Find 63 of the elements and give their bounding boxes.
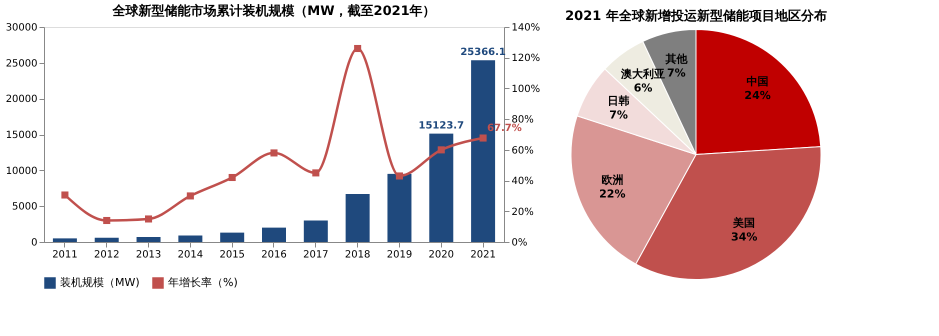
legend-label: 装机规模（MW): [60, 276, 140, 289]
y-tick-label: 20000: [6, 94, 38, 106]
x-tick-label: 2013: [136, 250, 162, 260]
bar: [304, 220, 328, 242]
data-label: 7%: [609, 108, 628, 122]
point: [228, 174, 236, 182]
point: [354, 44, 362, 52]
y2-tick-label: 20%: [512, 206, 534, 218]
x-tick-label: 2018: [344, 250, 370, 260]
point: [103, 216, 110, 224]
data-label: 25366.1: [460, 47, 506, 58]
point: [145, 215, 152, 222]
bar: [346, 194, 370, 242]
slice-label: 美国: [732, 216, 756, 230]
y2-tick-label: 120%: [512, 53, 540, 64]
bar: [220, 232, 244, 242]
bar: [52, 238, 77, 242]
point: [396, 172, 403, 180]
x-tick-label: 2017: [303, 250, 329, 260]
bar: [429, 134, 454, 242]
slice-label: 欧洲: [601, 174, 624, 187]
x-tick-label: 2021: [470, 250, 496, 260]
data-label: 24%: [744, 88, 771, 102]
y-tick-label: 0: [31, 238, 38, 248]
data-label: 15123.7: [418, 120, 464, 132]
point: [186, 192, 194, 200]
y-tick-label: 10000: [6, 166, 38, 177]
chart-title: 2021 年全球新增投运新型储能项目地区分布: [565, 8, 827, 24]
legend-label: 年增长率（%): [168, 276, 238, 289]
y2-tick-label: 140%: [512, 22, 540, 34]
x-tick-label: 2015: [219, 250, 245, 260]
data-label: 7%: [667, 66, 686, 80]
point: [480, 134, 487, 142]
slice-label: 其他: [664, 52, 688, 66]
y2-tick-label: 0%: [512, 238, 528, 248]
x-tick-label: 2020: [428, 250, 454, 260]
data-label: 22%: [599, 188, 626, 201]
slice-label: 日韩: [608, 94, 630, 108]
x-tick-label: 2011: [52, 250, 78, 260]
y-tick-label: 15000: [6, 130, 38, 141]
bar: [136, 236, 161, 242]
point: [61, 191, 68, 199]
x-tick-label: 2019: [386, 250, 412, 260]
x-tick-label: 2014: [178, 250, 204, 260]
y-tick-label: 25000: [6, 58, 38, 70]
y2-tick-label: 100%: [512, 84, 540, 95]
x-tick-label: 2012: [94, 250, 120, 260]
data-label: 6%: [634, 82, 652, 95]
bar: [387, 174, 412, 242]
bar: [178, 236, 202, 242]
point: [438, 146, 445, 154]
y2-tick-label: 40%: [512, 176, 534, 188]
y2-tick-label: 60%: [512, 145, 534, 156]
bar: [94, 238, 119, 242]
chart-title: 全球新型储能市场累计装机规模（MW，截至2021年）: [111, 3, 436, 19]
x-tick-label: 2016: [261, 250, 287, 260]
y-tick-label: 30000: [6, 22, 38, 34]
bar: [262, 228, 286, 242]
data-label: 34%: [731, 230, 758, 244]
point: [270, 149, 278, 156]
y-tick-label: 5000: [12, 202, 38, 213]
point: [312, 169, 320, 176]
slice-label: 中国: [746, 74, 769, 88]
